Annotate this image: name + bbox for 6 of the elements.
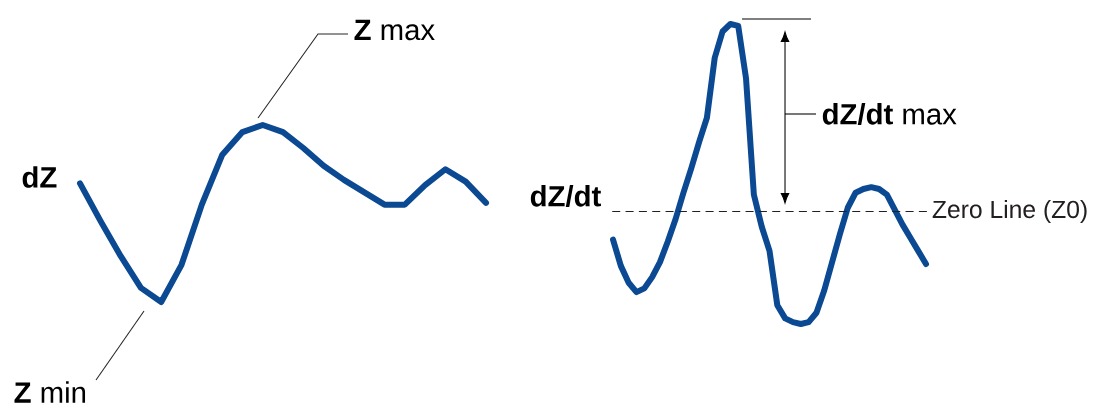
y-axis-title: dZ/dt bbox=[530, 185, 601, 207]
text: Z min bbox=[14, 381, 86, 403]
annotation: dZ/dt max bbox=[822, 103, 957, 125]
y-axis-title: dZ bbox=[22, 166, 57, 188]
ref-line-label: Zero Line (Z0) bbox=[932, 200, 1087, 223]
text: Z max bbox=[354, 19, 435, 41]
